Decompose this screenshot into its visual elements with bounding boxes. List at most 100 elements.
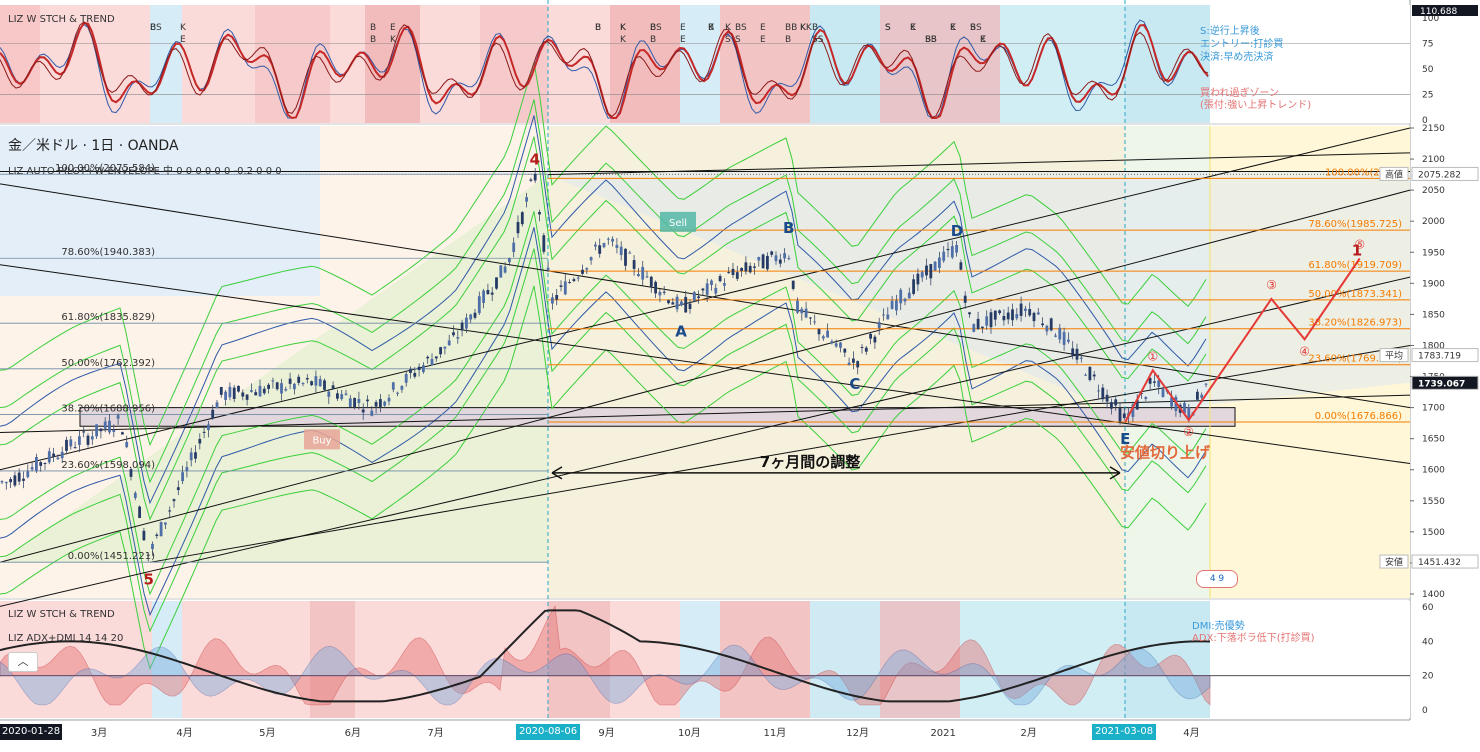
candle-body — [30, 467, 34, 470]
candle-body — [271, 380, 275, 382]
candle-body — [1062, 332, 1066, 345]
candle-body — [305, 377, 309, 380]
main-y-tick: 1800 — [1422, 341, 1445, 351]
candle-body — [1200, 394, 1204, 398]
top-zone — [40, 5, 150, 123]
candle-body — [615, 244, 619, 248]
candle-body — [26, 471, 30, 478]
main-chart-title: 金／米ドル · 1日 · OANDA — [8, 138, 179, 154]
candle-body — [99, 428, 103, 432]
candle-body — [766, 255, 769, 270]
candle-body — [434, 356, 438, 359]
candle-body — [839, 342, 842, 348]
date-badge-mid: 2020-08-06 — [516, 724, 580, 740]
candle-body — [374, 402, 378, 407]
top-zone — [365, 5, 420, 123]
main-y-tick: 1700 — [1422, 404, 1445, 414]
top-last-value: 110.688 — [1420, 7, 1457, 17]
candle-body — [43, 463, 47, 465]
candle-body — [353, 397, 356, 408]
main-y-tick: 1950 — [1422, 248, 1445, 258]
candle-body — [929, 264, 933, 279]
fib-right-label: 0.00%(1676.866) — [1315, 411, 1402, 422]
candle-body — [47, 451, 51, 463]
candle-body — [920, 272, 924, 278]
candle-body — [804, 308, 808, 318]
candle-body — [258, 385, 262, 397]
candle-body — [250, 390, 253, 392]
candle-body — [460, 322, 464, 331]
candle-body — [692, 292, 696, 301]
top-zone — [420, 5, 480, 123]
candle-body — [559, 285, 563, 287]
wave-label: C — [849, 375, 860, 393]
candle-body — [1161, 388, 1165, 397]
candle-body — [869, 333, 872, 339]
top-y-tick: 0 — [1422, 116, 1428, 126]
candle-body — [718, 276, 722, 282]
current-price-tag — [1411, 375, 1479, 390]
candle-body — [422, 365, 425, 373]
main-y-tick: 1500 — [1422, 528, 1445, 538]
signal-letter: KK — [800, 23, 813, 33]
projection-path — [1124, 257, 1361, 423]
candle-body — [1028, 309, 1032, 316]
signal-letter: K — [980, 35, 987, 45]
wave-label: 4 — [530, 151, 540, 169]
candle-body — [237, 385, 240, 392]
candle-body — [495, 277, 498, 289]
candle-body — [13, 475, 17, 486]
candle-body — [886, 314, 890, 320]
signal-letter: B — [708, 23, 714, 33]
candle-body — [1019, 303, 1023, 316]
candle-body — [882, 314, 885, 316]
candle-body — [22, 478, 25, 481]
collapse-button[interactable]: ︿ — [8, 652, 38, 672]
candle-body — [1204, 383, 1208, 385]
stoch-fast-line — [0, 19, 1209, 119]
candle-body — [619, 246, 623, 256]
signal-letter: E — [760, 23, 766, 33]
low-tag-label: 安値 — [1385, 556, 1403, 568]
candle-body — [731, 268, 735, 275]
candle-body — [215, 402, 219, 409]
candle-body — [426, 356, 430, 359]
candle-body — [1105, 394, 1109, 402]
candle-body — [293, 383, 296, 390]
high-tag-label: 高値 — [1385, 168, 1403, 180]
bottom-zone — [880, 601, 960, 718]
candle-body — [318, 378, 322, 387]
envelope-label: LIZ AUTO PILOT+W ENVELOPE 中 0 0 0 0 0 0 … — [8, 166, 282, 177]
candle-body — [327, 391, 331, 397]
candle-body — [383, 401, 387, 406]
candle-body — [589, 257, 593, 261]
candle-body — [0, 481, 4, 483]
projection-label: ④ — [1299, 344, 1310, 358]
buy-label: Buy — [312, 435, 331, 446]
candle-body — [899, 289, 903, 304]
candle-body — [551, 297, 554, 304]
trend-line — [0, 189, 1411, 563]
high-tag-label-bg — [1379, 166, 1409, 181]
candle-body — [1011, 309, 1014, 321]
candle-body — [890, 300, 894, 309]
candle-body — [348, 398, 352, 407]
signal-letter: B — [370, 23, 376, 33]
x-axis-label: 11月 — [764, 727, 787, 739]
candle-body — [219, 387, 223, 395]
candle-body — [275, 382, 279, 390]
event-badge[interactable]: 4 9 — [1196, 570, 1238, 588]
stoch-signal-line — [0, 21, 1209, 119]
candle-body — [336, 393, 339, 399]
candle-body — [1122, 413, 1126, 418]
candle-body — [477, 296, 481, 314]
bottom-zone — [152, 601, 182, 718]
signal-letter: K — [950, 23, 957, 33]
main-y-tick: 1650 — [1422, 435, 1445, 445]
candle-body — [301, 383, 305, 385]
candle-body — [254, 392, 258, 396]
right-axis-bg — [1410, 0, 1480, 748]
signal-letter: E — [980, 35, 986, 45]
candle-body — [649, 276, 653, 287]
bottom-y-tick: 0 — [1422, 706, 1428, 716]
